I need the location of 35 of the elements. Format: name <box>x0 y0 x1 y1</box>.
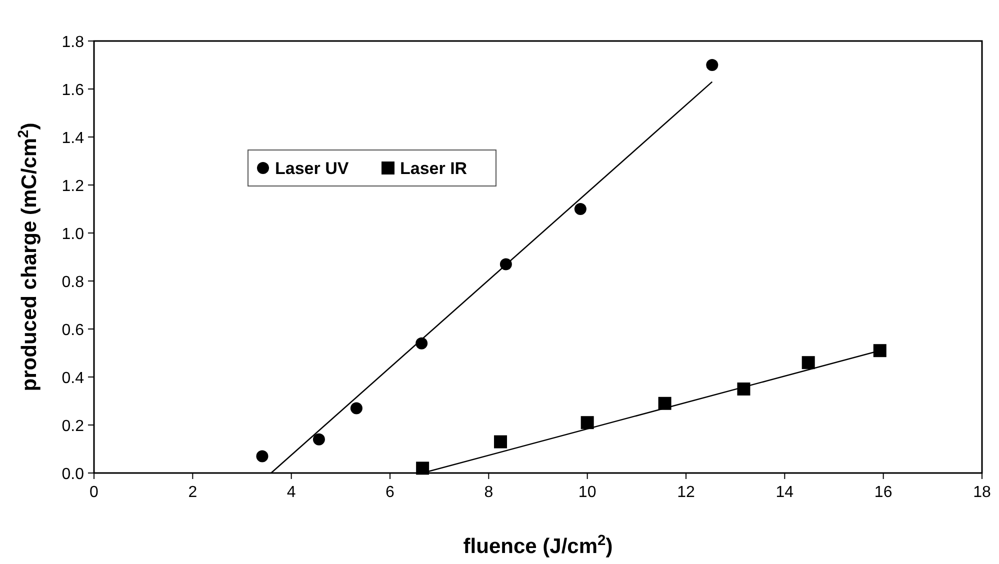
x-tick-label: 2 <box>188 484 198 501</box>
y-tick-label: 1.8 <box>62 34 84 51</box>
y-tick-label: 0.0 <box>62 466 84 483</box>
point <box>737 382 750 396</box>
y-tick-label: 1.4 <box>62 130 84 147</box>
point <box>350 402 362 414</box>
x-tick-label: 8 <box>484 484 494 501</box>
x-axis-title: fluence (J/cm$^{2}$) <box>463 533 613 558</box>
x-tick-label: 12 <box>677 484 695 501</box>
y-tick-label: 1.0 <box>62 226 84 243</box>
point <box>580 416 594 430</box>
x-tick-label: 18 <box>973 484 991 501</box>
point <box>574 203 586 215</box>
y-tick-label: 0.4 <box>62 370 84 387</box>
x-tick-label: 10 <box>578 484 596 501</box>
y-tick-label: 0.2 <box>62 418 84 435</box>
point <box>312 433 325 446</box>
legend-label: Laser UV <box>275 159 350 178</box>
y-tick-label: 0.6 <box>62 322 84 339</box>
x-tick-label: 16 <box>874 484 892 501</box>
x-tick-label: 14 <box>776 484 794 501</box>
x-tick-label: 6 <box>386 484 395 501</box>
point <box>416 462 430 475</box>
point <box>706 59 718 71</box>
x-tick-label: 4 <box>286 484 296 501</box>
point <box>658 396 672 410</box>
x-tick-label: 0 <box>90 484 99 501</box>
y-tick-label: 1.2 <box>62 178 84 195</box>
point <box>256 450 268 462</box>
point <box>802 356 815 370</box>
y-tick-label: 0.8 <box>62 274 84 291</box>
point <box>873 344 886 358</box>
y-tick-label: 1.6 <box>62 82 84 99</box>
point <box>494 435 508 448</box>
legend-label: Laser IR <box>400 159 468 178</box>
